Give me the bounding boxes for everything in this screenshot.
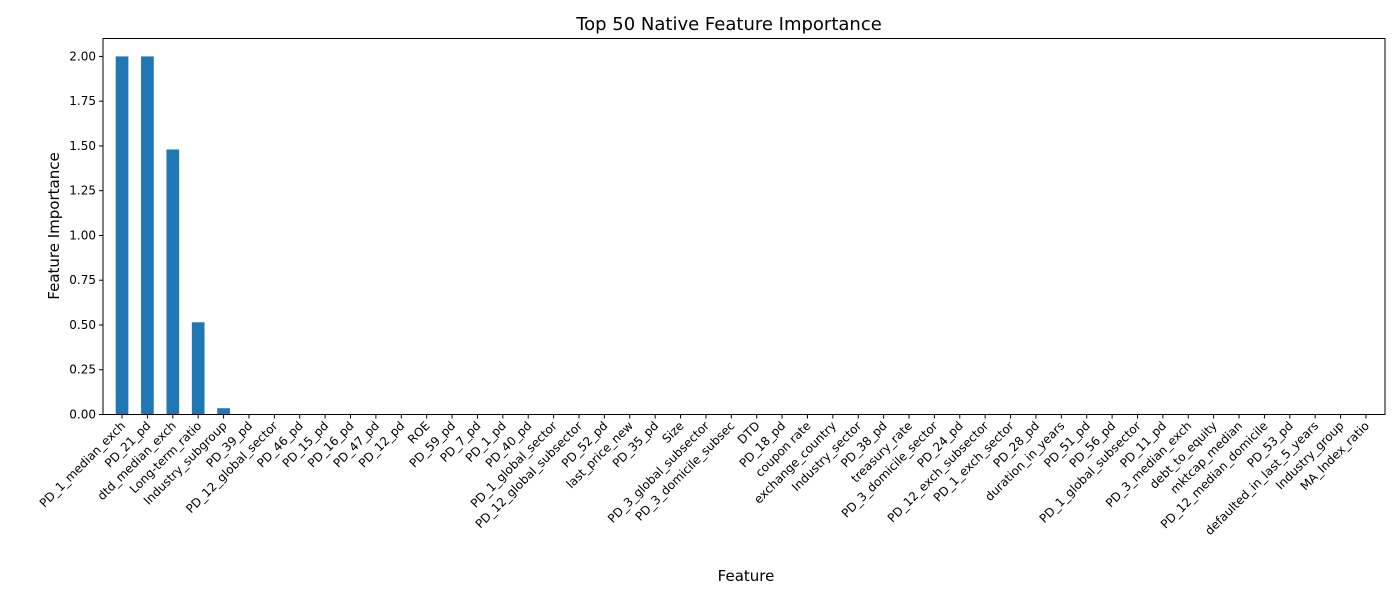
y-tick-label: 0.25 [69,363,96,377]
x-axis-title: Feature [718,567,775,585]
y-tick-label: 2.00 [69,49,96,63]
y-tick-label: 1.25 [69,184,96,198]
bar [141,56,154,415]
bar [191,322,205,415]
bar [115,56,129,415]
bar [217,408,230,415]
bar [166,149,180,415]
plot-frame [102,38,1386,415]
y-axis: 0.00 0.25 0.50 0.75 1.00 1.25 1.50 1.75 2.00 [69,49,103,422]
y-tick-label: 1.00 [69,228,96,242]
bars-group [115,56,230,415]
y-axis-title: Feature Importance [45,152,63,299]
y-tick-label: 0.75 [69,273,96,287]
y-tick-label: 1.75 [69,94,96,108]
chart-title: Top 50 Native Feature Importance [575,14,882,35]
y-tick-label: 0.50 [69,318,96,332]
y-tick-label: 1.50 [69,139,96,153]
y-tick-label: 0.00 [69,408,96,422]
